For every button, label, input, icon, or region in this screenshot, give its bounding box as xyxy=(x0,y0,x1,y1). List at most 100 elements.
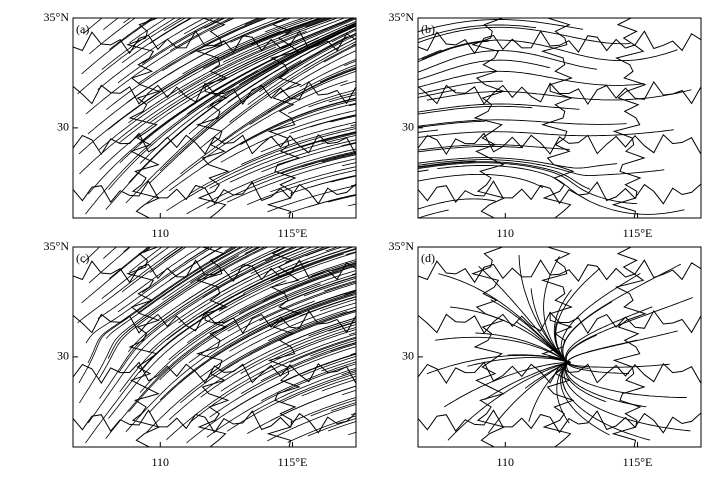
streamline xyxy=(418,120,486,128)
streamline xyxy=(168,264,356,361)
streamline xyxy=(418,169,429,173)
province-border xyxy=(418,259,701,284)
panel-frame xyxy=(72,17,357,219)
streamline xyxy=(98,247,266,379)
streamline xyxy=(270,385,356,422)
streamline xyxy=(288,317,356,343)
streamline xyxy=(249,70,356,125)
streamline xyxy=(418,161,591,190)
streamline xyxy=(418,144,571,151)
streamline xyxy=(418,19,584,33)
streamline xyxy=(299,58,356,88)
streamline xyxy=(283,32,356,74)
streamline xyxy=(418,49,442,61)
streamline xyxy=(307,194,356,208)
streamline xyxy=(148,247,344,353)
streamline xyxy=(348,332,356,336)
streamlines xyxy=(418,247,701,447)
streamline xyxy=(189,247,254,284)
streamline xyxy=(82,18,103,35)
streamline xyxy=(325,247,339,252)
y-tick-label: 30 xyxy=(57,349,69,363)
streamline xyxy=(103,18,119,30)
streamline xyxy=(87,247,236,364)
streamline xyxy=(123,247,130,253)
streamline xyxy=(218,252,356,312)
streamline xyxy=(426,89,692,101)
province-border xyxy=(611,18,647,218)
streamline xyxy=(169,18,233,52)
streamline xyxy=(206,154,356,209)
streamline xyxy=(163,247,184,261)
province-border xyxy=(418,409,701,434)
streamline xyxy=(267,403,356,442)
streamline xyxy=(321,133,356,143)
streamline xyxy=(209,346,356,418)
x-tick-label: 115°E xyxy=(278,455,308,469)
streamline xyxy=(148,18,356,124)
streamline xyxy=(108,280,287,419)
streamline xyxy=(418,105,533,115)
streamline xyxy=(270,248,356,282)
y-tick-label: 30 xyxy=(57,120,69,134)
province-border xyxy=(418,309,701,335)
province-border xyxy=(73,259,356,284)
y-tick-label: 35°N xyxy=(389,239,415,253)
x-tick-label: 115°E xyxy=(623,226,653,240)
province-border xyxy=(73,309,356,335)
streamline xyxy=(305,18,333,28)
y-tick-label: 30 xyxy=(402,349,414,363)
streamline xyxy=(259,282,356,322)
streamline xyxy=(159,36,348,172)
streamline xyxy=(107,18,322,130)
streamline xyxy=(143,18,153,24)
streamline xyxy=(345,251,356,256)
x-tick-label: 110 xyxy=(151,226,169,240)
streamline xyxy=(145,311,348,433)
streamline xyxy=(321,153,356,163)
streamline xyxy=(78,247,238,384)
streamline xyxy=(340,80,356,87)
streamline xyxy=(331,29,356,43)
streamline xyxy=(264,18,305,33)
streamline xyxy=(146,247,295,333)
streamline xyxy=(121,18,192,64)
province-border xyxy=(418,180,701,205)
streamline xyxy=(319,66,356,83)
streamline xyxy=(101,18,176,70)
streamline xyxy=(267,306,356,342)
province-border xyxy=(73,409,356,434)
streamline xyxy=(418,119,627,127)
streamline xyxy=(308,92,356,108)
streamline xyxy=(186,148,356,215)
x-tick-label: 110 xyxy=(496,226,514,240)
streamline xyxy=(249,309,356,354)
streamline xyxy=(162,247,251,301)
streamline xyxy=(323,280,356,292)
streamline xyxy=(106,18,265,110)
province-border xyxy=(73,180,356,205)
streamline xyxy=(310,114,356,128)
streamline xyxy=(566,339,638,365)
streamline xyxy=(137,18,260,84)
streamline xyxy=(222,247,321,292)
streamline xyxy=(418,159,665,177)
streamline xyxy=(330,342,356,352)
streamline xyxy=(565,361,647,408)
streamline xyxy=(281,373,356,403)
streamline xyxy=(350,412,356,416)
province-border xyxy=(540,18,575,218)
streamline xyxy=(88,18,136,55)
streamline xyxy=(418,198,496,210)
streamline xyxy=(348,203,356,207)
streamline xyxy=(227,276,356,332)
streamline xyxy=(308,319,356,337)
streamline xyxy=(199,43,356,149)
streamline xyxy=(168,23,356,132)
province-border xyxy=(266,247,302,447)
streamline xyxy=(98,30,307,150)
streamline xyxy=(345,20,356,27)
streamline xyxy=(166,18,356,112)
streamlines xyxy=(73,247,356,447)
streamline xyxy=(351,273,356,276)
